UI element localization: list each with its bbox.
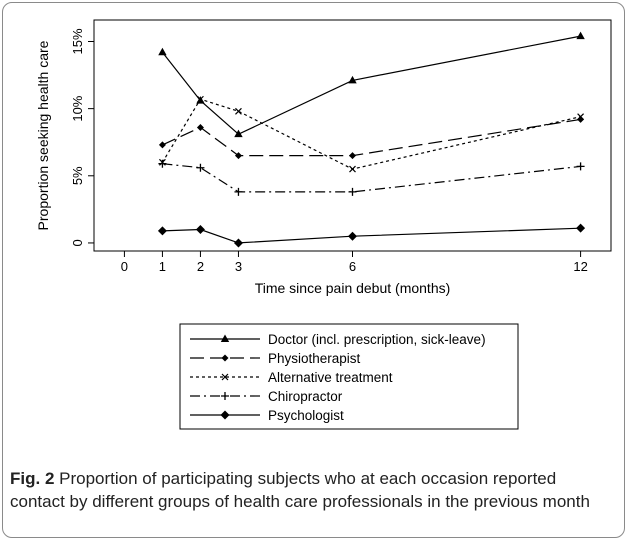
data-point-physiotherapist bbox=[196, 123, 204, 131]
legend-box bbox=[179, 323, 519, 430]
data-point-alternative-treatment bbox=[577, 113, 585, 121]
data-point-doctor-incl-prescription-sick-leave bbox=[348, 75, 357, 84]
data-point-chiropractor bbox=[196, 163, 205, 172]
legend-label-doctor-incl-prescription-sick-leave: Doctor (incl. prescription, sick-leave) bbox=[268, 332, 486, 347]
data-point-psychologist bbox=[195, 225, 205, 235]
caption-text: Proportion of participating subjects who… bbox=[10, 469, 590, 511]
series-line-psychologist bbox=[162, 227, 581, 244]
data-point-psychologist bbox=[348, 231, 357, 241]
data-point-doctor-incl-prescription-sick-leave bbox=[234, 129, 243, 138]
x-tick-label: 12 bbox=[573, 259, 587, 274]
legend-marker-psychologist bbox=[220, 410, 230, 420]
caption-label: Fig. 2 bbox=[10, 469, 55, 488]
data-point-psychologist bbox=[576, 223, 586, 233]
data-point-chiropractor bbox=[576, 162, 585, 171]
series-line-physiotherapist bbox=[162, 118, 581, 157]
data-point-psychologist bbox=[233, 238, 243, 248]
x-tick-label: 2 bbox=[197, 259, 204, 274]
legend-label-alternative-treatment: Alternative treatment bbox=[268, 370, 393, 385]
x-axis-label: Time since pain debut (months) bbox=[255, 280, 451, 296]
data-point-alternative-treatment bbox=[197, 95, 204, 103]
x-tick-label: 3 bbox=[235, 259, 242, 274]
data-point-alternative-treatment bbox=[349, 165, 356, 173]
data-point-doctor-incl-prescription-sick-leave bbox=[576, 31, 585, 40]
legend-marker-doctor-incl-prescription-sick-leave bbox=[220, 334, 230, 342]
y-tick-label: 10% bbox=[70, 95, 85, 121]
data-point-chiropractor bbox=[348, 187, 357, 196]
plot-area bbox=[93, 19, 612, 252]
figure-caption: Fig. 2 Proportion of participating subje… bbox=[10, 468, 610, 513]
y-tick-label: 15% bbox=[70, 28, 85, 54]
legend-label-physiotherapist: Physiotherapist bbox=[268, 351, 361, 366]
data-point-alternative-treatment bbox=[235, 107, 242, 115]
data-point-psychologist bbox=[157, 226, 167, 236]
y-axis-label: Proportion seeking health care bbox=[35, 40, 51, 230]
x-tick-label: 0 bbox=[121, 259, 128, 274]
y-tick-label: 5% bbox=[70, 166, 85, 185]
x-tick-label: 6 bbox=[349, 259, 356, 274]
legend-marker-alternative-treatment bbox=[221, 373, 229, 381]
data-point-physiotherapist bbox=[349, 152, 356, 160]
data-point-chiropractor bbox=[234, 187, 243, 196]
data-point-chiropractor bbox=[158, 159, 167, 168]
series-line-alternative-treatment bbox=[161, 98, 581, 170]
series-line-doctor-incl-prescription-sick-leave bbox=[161, 35, 581, 135]
data-point-physiotherapist bbox=[234, 152, 242, 160]
legend: Doctor (incl. prescription, sick-leave) P… bbox=[179, 323, 519, 430]
data-point-doctor-incl-prescription-sick-leave bbox=[158, 47, 167, 56]
legend-label-psychologist: Psychologist bbox=[268, 408, 344, 423]
legend-marker-chiropractor bbox=[221, 392, 229, 400]
legend-label-chiropractor: Chiropractor bbox=[268, 389, 343, 404]
series-group bbox=[157, 31, 586, 248]
x-tick-label: 1 bbox=[159, 259, 166, 274]
series-line-chiropractor bbox=[162, 163, 581, 193]
y-tick-label: 0 bbox=[70, 239, 85, 246]
legend-marker-physiotherapist bbox=[221, 354, 229, 362]
data-point-physiotherapist bbox=[158, 141, 166, 149]
